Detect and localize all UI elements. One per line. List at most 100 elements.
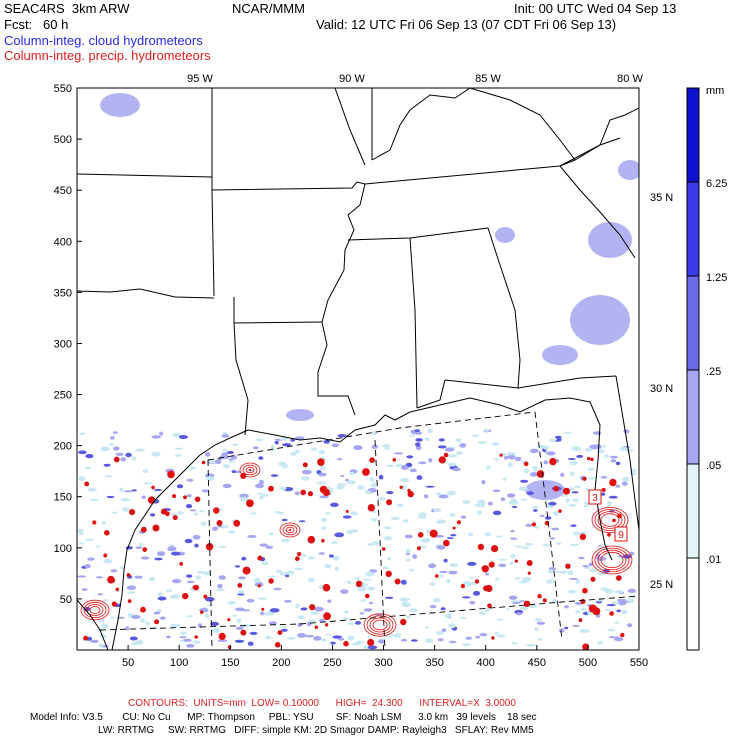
cloud-speckle (150, 513, 156, 517)
precip-cell (365, 593, 370, 599)
precip-cell (542, 598, 547, 603)
cloud-speckle (102, 599, 109, 602)
cloud-speckle (274, 440, 279, 445)
precip-cell (526, 560, 533, 566)
cloud-speckle (529, 604, 537, 609)
cloud-speckle (347, 622, 356, 626)
precip-contour (369, 617, 391, 633)
cloud-speckle (441, 628, 447, 633)
cloud-speckle (615, 461, 621, 466)
cloud-speckle (131, 489, 137, 492)
cloud-speckle (231, 443, 239, 447)
cloud-speckle (301, 469, 312, 475)
cloud-speckle (625, 598, 634, 604)
cloud-speckle (346, 480, 356, 485)
cloud-speckle (329, 554, 334, 558)
cloud-speckle (101, 623, 109, 629)
cloud-speckle (520, 479, 529, 483)
precip-cell (300, 489, 307, 496)
coast-fl-east (615, 375, 639, 531)
state-border-ar-west (211, 177, 215, 297)
precip-cell (295, 556, 300, 561)
cloud-speckle (198, 510, 206, 513)
y-tick-label: 350 (54, 287, 72, 299)
cloud-speckle (178, 435, 188, 439)
precip-cell (601, 487, 606, 492)
cloud-speckle (310, 447, 318, 451)
x-tick-label: 550 (630, 657, 648, 669)
cloud-speckle (573, 531, 580, 536)
cloud-speckle (234, 565, 241, 568)
cloud-speckle (247, 535, 257, 538)
x-tick-label: 200 (272, 657, 290, 669)
cloud-speckle (609, 455, 619, 459)
cloud-speckle (298, 520, 306, 523)
precip-cell (115, 587, 120, 592)
cloud-speckle (78, 450, 87, 455)
cloud-speckle (378, 474, 384, 480)
cloud-speckle (176, 484, 184, 489)
cloud-speckle (390, 516, 400, 521)
cloud-speckle (294, 567, 304, 571)
cloud-speckle (534, 618, 543, 622)
precip-cell (474, 579, 480, 584)
cloud-speckle (420, 538, 431, 543)
cloud-speckle (462, 643, 471, 647)
colorbar-swatch-2 (687, 276, 699, 370)
precip-cell (182, 592, 189, 600)
cloud-speckle (608, 495, 618, 499)
cloud-speckle (560, 494, 569, 497)
cloud-speckle (259, 495, 264, 500)
precip-contour (245, 466, 255, 474)
colorbar: mm 6.25 1.25 .25 .05 .01 (686, 85, 727, 651)
precip-cell (385, 570, 392, 577)
colorbar-swatch-3 (687, 370, 699, 464)
border-mexico (77, 599, 109, 650)
cloud-speckle (250, 512, 257, 515)
precip-cell (367, 638, 375, 647)
precip-cell (416, 546, 421, 551)
cloud-speckle (628, 472, 638, 475)
cloud-speckle (268, 575, 276, 578)
cloud-speckle (113, 446, 120, 451)
precip-cell (531, 522, 537, 527)
cloud-speckle (268, 621, 277, 625)
cloud-speckle (332, 556, 340, 561)
cloud-speckle (472, 590, 481, 596)
cloud-speckle (277, 511, 284, 515)
cloud-speckle (217, 583, 223, 589)
cloud-speckle (259, 543, 269, 547)
x-tick-label: 250 (323, 657, 341, 669)
cloud-speckle (172, 432, 181, 438)
precip-cell (488, 561, 495, 568)
cloud-speckle (222, 448, 228, 452)
cloud-speckle (393, 633, 402, 638)
cloud-speckle (446, 578, 451, 584)
precip-cell (549, 457, 557, 466)
precip-cell (590, 576, 596, 582)
cloud-speckle (412, 554, 418, 559)
cloud-speckle (619, 446, 628, 451)
cloud-speckle (384, 596, 394, 599)
init-time: Init: 00 UTC Wed 04 Sep 13 (514, 1, 677, 16)
precip-cell (434, 574, 439, 578)
cloud-speckle (237, 593, 245, 596)
y-tick-label: 450 (54, 185, 72, 197)
cloud-speckle (321, 638, 327, 642)
contour-label-3: 3 (588, 489, 602, 505)
precip-cell (491, 545, 499, 553)
precip-cell (147, 496, 156, 504)
cloud-speckle (347, 635, 355, 641)
cloud-speckle (606, 604, 616, 607)
cloud-speckle (236, 618, 242, 624)
cloud-speckle (428, 563, 437, 569)
y-tick-label: 150 (54, 492, 72, 504)
precip-cell (140, 606, 146, 613)
cloud-speckle (575, 610, 581, 613)
precip-cell (523, 461, 529, 467)
river-mississippi (317, 183, 366, 397)
state-border-ky-wv (469, 88, 576, 161)
cloud-speckle (174, 447, 184, 450)
cloud-speckle (509, 561, 514, 565)
